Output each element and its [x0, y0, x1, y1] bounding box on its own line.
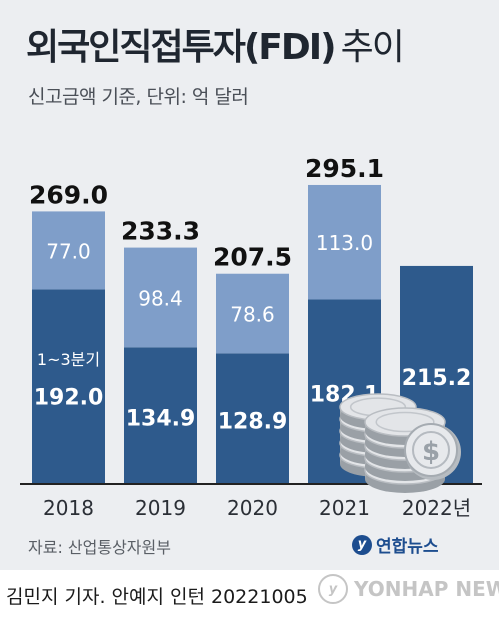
- bottom-value-label-4: 215.2: [402, 366, 472, 391]
- total-value-label-0: 269.0: [29, 180, 108, 209]
- title-text: 외국인직접투자(FDI): [26, 27, 337, 68]
- top-value-label-2: 78.6: [230, 303, 275, 327]
- bottom-value-label-0: 192.0: [34, 386, 104, 411]
- chart-title: 외국인직접투자(FDI) 추이: [26, 18, 405, 70]
- top-value-label-1: 98.4: [138, 286, 183, 310]
- yonhap-logo-text: 연합뉴스: [376, 537, 439, 557]
- svg-text:$: $: [422, 437, 440, 467]
- x-tick-label-1: 2019: [135, 496, 186, 520]
- yonhap-logo-icon: y: [352, 534, 372, 555]
- annotation-label: 1~3분기: [37, 350, 100, 369]
- chart-subtitle: 신고금액 기준, 단위: 억 달러: [28, 86, 249, 108]
- total-value-label-1: 233.3: [121, 217, 200, 246]
- bottom-value-label-1: 134.9: [126, 407, 196, 432]
- bar-top-2: [216, 273, 289, 354]
- coin-stack-icon: $: [339, 393, 461, 493]
- bottom-value-label-2: 128.9: [218, 410, 288, 435]
- title-suffix: 추이: [340, 27, 405, 68]
- byline-bar: [0, 570, 499, 620]
- bar-bottom-1: [124, 347, 197, 484]
- source-note: 자료: 산업통상자원부: [28, 538, 171, 557]
- top-value-label-3: 113.0: [316, 231, 373, 255]
- bar-bottom-0: [32, 289, 105, 484]
- yonhap-logo: y 연합뉴스: [352, 532, 439, 557]
- x-tick-label-2: 2020: [227, 496, 278, 520]
- watermark-text: YONHAP NEWS: [354, 577, 499, 601]
- total-value-label-2: 207.5: [213, 243, 292, 272]
- bar-top-3: [308, 184, 381, 300]
- x-tick-label-3: 2021: [319, 496, 370, 520]
- bar-top-1: [124, 247, 197, 348]
- bar-bottom-2: [216, 353, 289, 484]
- x-tick-label-4: 2022년: [402, 496, 471, 520]
- byline: 김민지 기자. 안예지 인턴 20221005: [6, 586, 308, 608]
- x-tick-label-0: 2018: [43, 496, 94, 520]
- watermark: y YONHAP NEWS: [318, 574, 499, 604]
- top-value-label-0: 77.0: [46, 239, 91, 263]
- total-value-label-3: 295.1: [305, 154, 384, 183]
- watermark-logo-icon: y: [318, 574, 348, 604]
- bar-top-0: [32, 211, 105, 290]
